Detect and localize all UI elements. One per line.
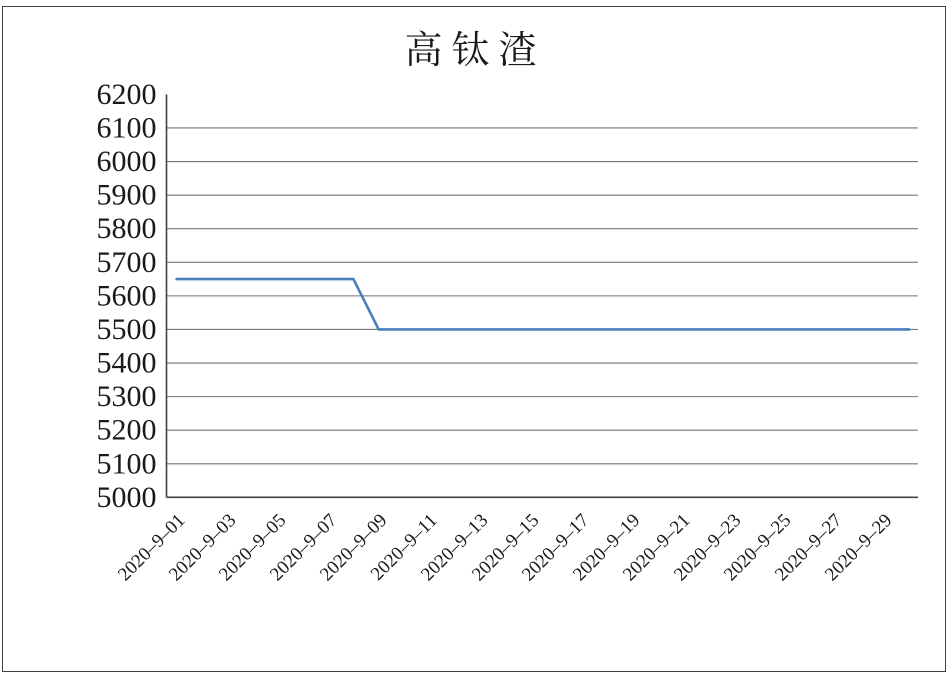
svg-text:6100: 6100: [97, 111, 157, 144]
svg-text:5300: 5300: [97, 380, 157, 413]
svg-text:5900: 5900: [97, 179, 157, 212]
svg-text:5500: 5500: [97, 313, 157, 346]
svg-text:5600: 5600: [97, 279, 157, 312]
svg-text:5000: 5000: [97, 481, 157, 514]
svg-text:5400: 5400: [97, 347, 157, 380]
svg-text:5200: 5200: [97, 414, 157, 447]
svg-text:6000: 6000: [97, 145, 157, 178]
svg-text:5800: 5800: [97, 212, 157, 245]
svg-text:6200: 6200: [97, 78, 157, 111]
svg-text:5700: 5700: [97, 246, 157, 279]
svg-text:5100: 5100: [97, 447, 157, 480]
